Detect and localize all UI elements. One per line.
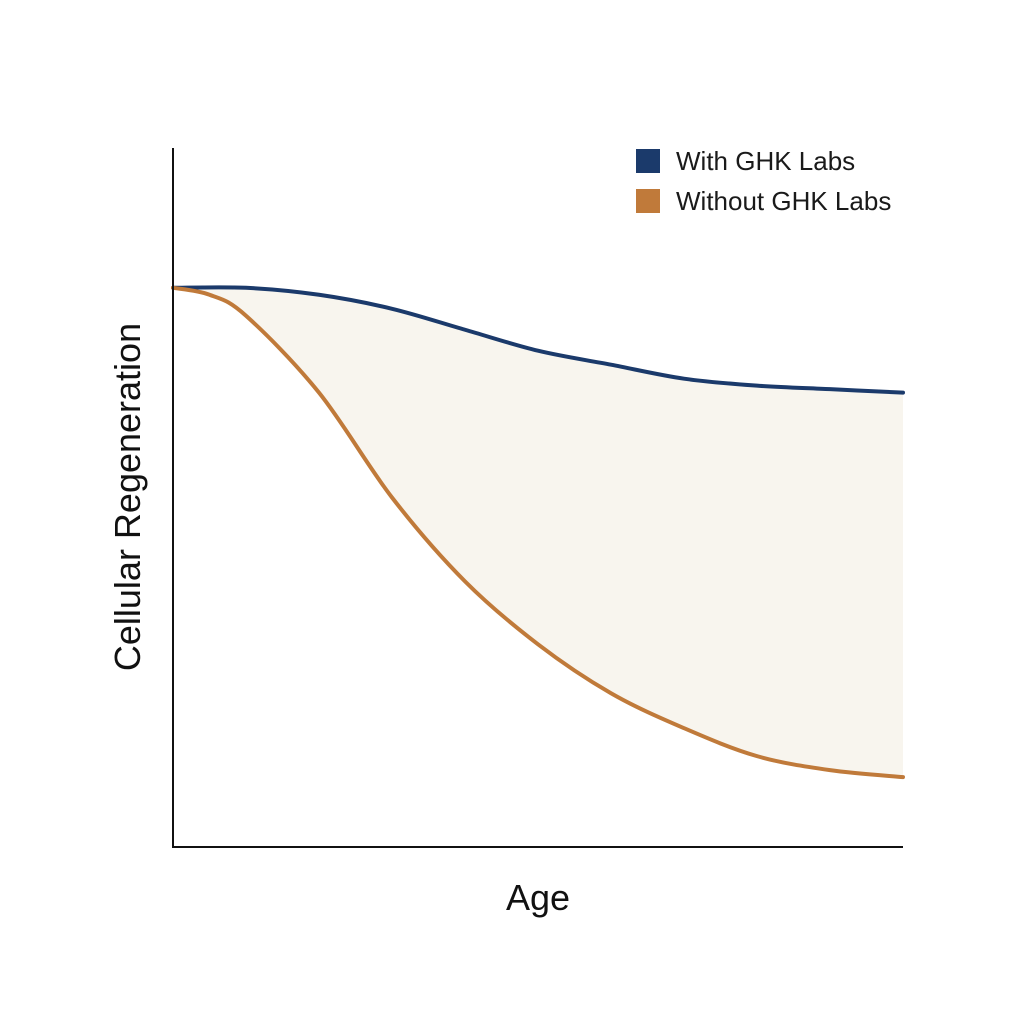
area-between-series <box>173 287 903 778</box>
legend-swatch-with-ghk-labs <box>636 149 660 173</box>
legend-label-without-ghk-labs: Without GHK Labs <box>676 186 891 216</box>
y-axis-title: Cellular Regeneration <box>107 323 148 671</box>
x-axis-title: Age <box>506 877 570 918</box>
legend-label-with-ghk-labs: With GHK Labs <box>676 146 855 176</box>
series-line-with-ghk-labs <box>171 285 905 395</box>
legend-swatch-without-ghk-labs <box>636 189 660 213</box>
legend: With GHK Labs Without GHK Labs <box>636 146 891 216</box>
series-lines <box>171 285 905 780</box>
series-line-without-ghk-labs <box>171 285 905 780</box>
